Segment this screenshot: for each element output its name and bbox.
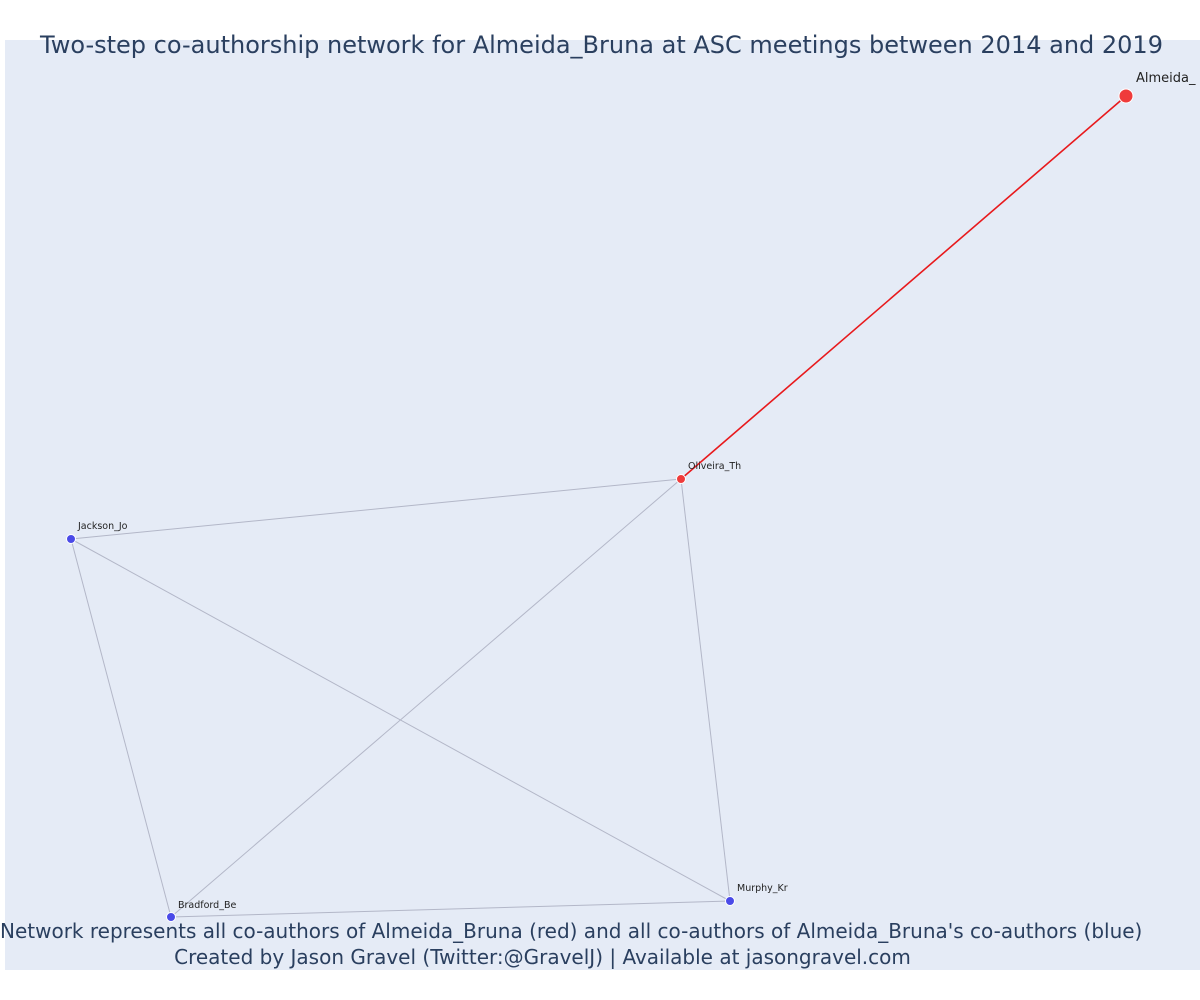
plot-area xyxy=(5,40,1200,970)
node-label-almeida-bruna: Almeida_ xyxy=(1136,71,1196,86)
edge-oliveira_th-bradford_be xyxy=(170,478,682,918)
node-oliveira-th[interactable] xyxy=(676,474,686,484)
node-label-murphy-kr: Murphy_Kr xyxy=(737,883,788,894)
edge-oliveira_th-murphy_kr xyxy=(680,478,731,902)
edge-oliveira_th-jackson_jo xyxy=(70,478,682,540)
caption-credit: Created by Jason Gravel (Twitter:@Gravel… xyxy=(174,945,911,969)
edge-jackson_jo-bradford_be xyxy=(70,538,172,918)
edge-bradford_be-murphy_kr xyxy=(170,900,731,918)
caption-network-description: Network represents all co-authors of Alm… xyxy=(0,919,1143,943)
labels-layer: Almeida_ Oliveira_Th Jackson_Jo Bradford_Be… xyxy=(77,71,1196,911)
edge-jackson_jo-murphy_kr xyxy=(70,538,731,902)
node-murphy-kr[interactable] xyxy=(725,896,735,906)
node-label-jackson-jo: Jackson_Jo xyxy=(77,521,128,532)
node-bradford-be[interactable] xyxy=(166,912,176,922)
edges-layer xyxy=(70,95,1127,918)
edge-almeida_bruna-oliveira_th xyxy=(680,95,1127,480)
node-label-oliveira-th: Oliveira_Th xyxy=(688,461,741,472)
nodes-layer xyxy=(66,88,1134,922)
node-almeida-bruna[interactable] xyxy=(1118,88,1134,104)
chart-title: Two-step co-authorship network for Almei… xyxy=(40,31,1163,59)
node-label-bradford-be: Bradford_Be xyxy=(178,900,236,911)
node-jackson-jo[interactable] xyxy=(66,534,76,544)
